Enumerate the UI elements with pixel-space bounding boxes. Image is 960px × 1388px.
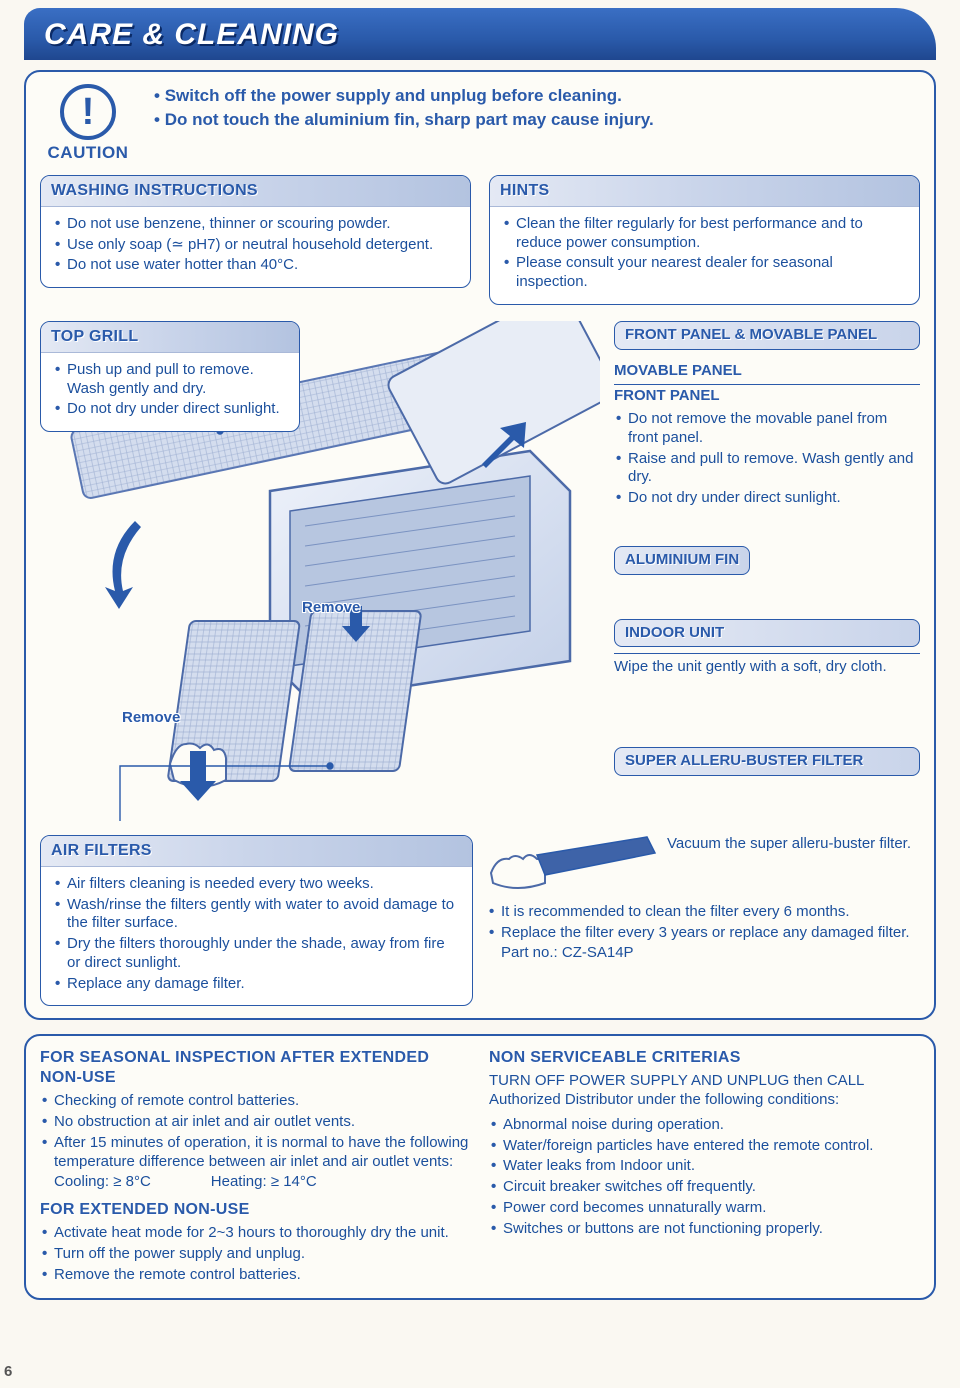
remove-label-2: Remove (122, 709, 180, 728)
nonservice-head: NON SERVICEABLE CRITERIAS (489, 1048, 920, 1068)
lower-panel: FOR SEASONAL INSPECTION AFTER EXTENDED N… (24, 1034, 936, 1300)
airfilters-item: Wash/rinse the filters gently with water… (53, 896, 460, 934)
vacuum-illustration-row: Vacuum the super alleru-buster filter. (487, 835, 920, 895)
nonservice-item: Circuit breaker switches off frequently. (489, 1178, 920, 1197)
vacuum-caption: Vacuum the super alleru-buster filter. (667, 835, 920, 854)
alleru-head: SUPER ALLERU-BUSTER FILTER (614, 747, 920, 776)
seasonal-item: After 15 minutes of operation, it is nor… (40, 1134, 471, 1172)
caution-block: ! CAUTION Switch off the power supply an… (40, 84, 920, 163)
caution-line-2: Do not touch the aluminium fin, sharp pa… (154, 108, 654, 133)
hints-item: Please consult your nearest dealer for s… (502, 254, 907, 292)
front-panel-label: FRONT PANEL (614, 385, 920, 410)
washing-head: WASHING INSTRUCTIONS (41, 176, 470, 207)
seasonal-head-2: FOR EXTENDED NON-USE (40, 1200, 471, 1220)
nonservice-column: NON SERVICEABLE CRITERIAS TURN OFF POWER… (489, 1048, 920, 1286)
airfilters-item: Air filters cleaning is needed every two… (53, 875, 460, 894)
seasonal-item: Checking of remote control batteries. (40, 1092, 471, 1111)
page-number: 6 (4, 1363, 12, 1382)
hints-item: Clean the filter regularly for best perf… (502, 215, 907, 253)
page-title: CARE & CLEANING (44, 16, 916, 54)
vacuum-partno: Part no.: CZ-SA14P (487, 944, 920, 963)
nonservice-item: Power cord becomes unnaturally warm. (489, 1199, 920, 1218)
topgrill-head: TOP GRILL (41, 322, 299, 353)
topgrill-item: Push up and pull to remove. Wash gently … (53, 361, 287, 399)
caution-exclamation-icon: ! (60, 84, 116, 140)
caution-label: CAUTION (40, 142, 136, 163)
washing-item: Use only soap (≃ pH7) or neutral househo… (53, 236, 458, 255)
airfilters-item: Dry the filters thoroughly under the sha… (53, 935, 460, 973)
frontpanel-item: Do not dry under direct sunlight. (614, 489, 920, 508)
indoor-unit-text: Wipe the unit gently with a soft, dry cl… (614, 653, 920, 677)
title-bar: CARE & CLEANING (24, 8, 936, 60)
airfilters-head: AIR FILTERS (41, 836, 472, 867)
main-panel: ! CAUTION Switch off the power supply an… (24, 70, 936, 1021)
vacuum-hand-icon (487, 835, 657, 895)
seasonal-cooling: Cooling: ≥ 8°C (54, 1173, 151, 1192)
frontpanel-item: Do not remove the movable panel from fro… (614, 410, 920, 448)
hints-head: HINTS (490, 176, 919, 207)
filters-row: AIR FILTERS Air filters cleaning is need… (40, 835, 920, 1007)
extended-item: Remove the remote control batteries. (40, 1266, 471, 1285)
vacuum-item: It is recommended to clean the filter ev… (487, 903, 920, 922)
airfilters-panel: AIR FILTERS Air filters cleaning is need… (40, 835, 473, 1007)
frontpanel-item: Raise and pull to remove. Wash gently an… (614, 450, 920, 488)
seasonal-head-1: FOR SEASONAL INSPECTION AFTER EXTENDED N… (40, 1048, 471, 1088)
aluminium-fin-head: ALUMINIUM FIN (614, 546, 750, 575)
topgrill-item: Do not dry under direct sunlight. (53, 400, 287, 419)
seasonal-heating: Heating: ≥ 14°C (211, 1173, 317, 1192)
seasonal-item: No obstruction at air inlet and air outl… (40, 1113, 471, 1132)
washing-item: Do not use water hotter than 40°C. (53, 256, 458, 275)
hints-panel: HINTS Clean the filter regularly for bes… (489, 175, 920, 305)
nonservice-item: Water leaks from Indoor unit. (489, 1157, 920, 1176)
frontpanel-head: FRONT PANEL & MOVABLE PANEL (614, 321, 920, 350)
remove-label-1: Remove (302, 599, 360, 618)
nonservice-intro: TURN OFF POWER SUPPLY AND UNPLUG then CA… (489, 1072, 920, 1110)
caution-text: Switch off the power supply and unplug b… (154, 84, 654, 133)
airfilters-item: Replace any damage filter. (53, 975, 460, 994)
nonservice-item: Abnormal noise during operation. (489, 1116, 920, 1135)
washing-item: Do not use benzene, thinner or scouring … (53, 215, 458, 234)
washing-panel: WASHING INSTRUCTIONS Do not use benzene,… (40, 175, 471, 288)
nonservice-item: Switches or buttons are not functioning … (489, 1220, 920, 1239)
movable-panel-label: MOVABLE PANEL (614, 360, 920, 386)
right-callouts: FRONT PANEL & MOVABLE PANEL MOVABLE PANE… (614, 321, 920, 821)
indoor-unit-head: INDOOR UNIT (614, 619, 920, 648)
extended-item: Turn off the power supply and unplug. (40, 1245, 471, 1264)
seasonal-column: FOR SEASONAL INSPECTION AFTER EXTENDED N… (40, 1048, 471, 1286)
caution-line-1: Switch off the power supply and unplug b… (154, 84, 654, 109)
vacuum-item: Replace the filter every 3 years or repl… (487, 924, 920, 943)
topgrill-panel: TOP GRILL Push up and pull to remove. Wa… (40, 321, 300, 432)
caution-icon-wrap: ! CAUTION (40, 84, 136, 163)
extended-item: Activate heat mode for 2~3 hours to thor… (40, 1224, 471, 1243)
washing-hints-row: WASHING INSTRUCTIONS Do not use benzene,… (40, 175, 920, 305)
nonservice-item: Water/foreign particles have entered the… (489, 1137, 920, 1156)
